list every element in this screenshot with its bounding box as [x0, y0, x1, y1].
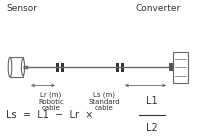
Ellipse shape — [21, 59, 25, 76]
Text: L2: L2 — [146, 123, 158, 133]
Text: Ls (m)
Standard
cable: Ls (m) Standard cable — [88, 91, 120, 111]
Bar — [121, 63, 124, 72]
Text: Converter: Converter — [136, 4, 181, 13]
Bar — [56, 63, 59, 72]
Bar — [116, 63, 119, 72]
Bar — [173, 52, 188, 83]
Bar — [61, 63, 64, 72]
Bar — [10, 57, 23, 77]
Text: L1: L1 — [146, 96, 158, 106]
Text: Ls  =  L1  −  Lr  ×: Ls = L1 − Lr × — [6, 110, 93, 120]
Bar — [169, 63, 173, 71]
Text: Lr (m)
Robotic
cable: Lr (m) Robotic cable — [38, 91, 64, 111]
Text: Sensor: Sensor — [6, 4, 37, 13]
Ellipse shape — [8, 57, 12, 77]
